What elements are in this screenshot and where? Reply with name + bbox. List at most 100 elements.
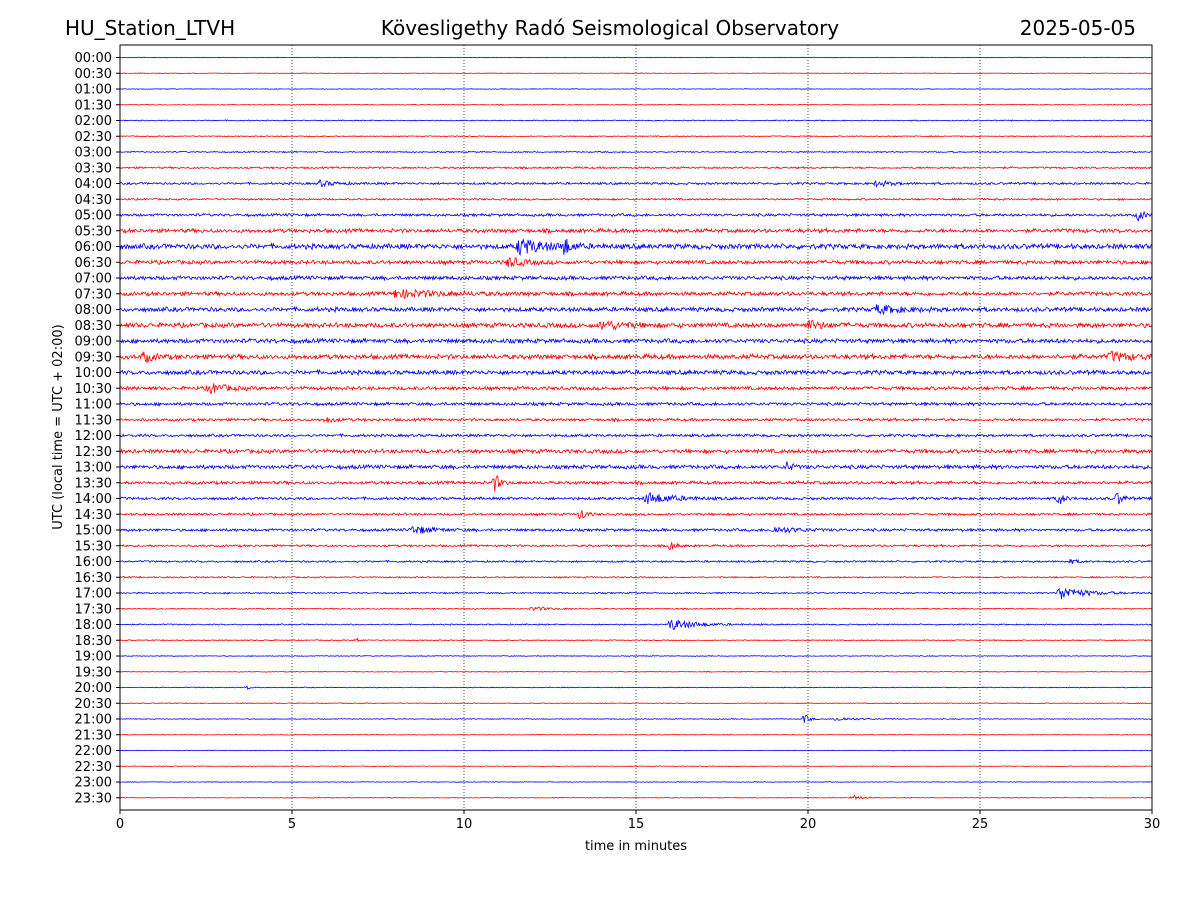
trace-1330 [119, 475, 1153, 492]
y-tick-label: 05:30 [75, 224, 112, 239]
y-tick-label: 01:00 [75, 83, 112, 98]
trace-1630 [119, 575, 1153, 579]
trace-0000 [119, 56, 1153, 59]
x-tick-label: 25 [972, 817, 989, 832]
y-tick-label: 04:30 [75, 193, 112, 208]
y-tick-label: 17:30 [75, 602, 112, 617]
x-axis-label: time in minutes [585, 839, 687, 854]
trace-2000 [119, 685, 1153, 691]
trace-1030 [119, 383, 1153, 394]
y-tick-label: 02:30 [75, 130, 112, 145]
y-tick-label: 09:30 [75, 350, 112, 365]
y-tick-label: 08:30 [75, 319, 112, 334]
y-axis-label: UTC (local time = UTC + 02:00) [51, 324, 66, 529]
trace-1230 [119, 447, 1153, 455]
trace-1530 [119, 542, 1153, 551]
trace-2330 [119, 794, 1153, 800]
y-tick-label: 07:00 [75, 272, 112, 287]
y-tick-label: 03:30 [75, 161, 112, 176]
trace-2100 [119, 714, 1153, 723]
trace-0230 [119, 135, 1153, 138]
y-tick-label: 22:30 [75, 760, 112, 775]
y-tick-label: 10:00 [75, 366, 112, 381]
trace-1830 [119, 637, 1153, 643]
trace-2030 [119, 702, 1153, 705]
station-name: HU_Station_LTVH [65, 16, 236, 40]
trace-1500 [119, 526, 1153, 534]
x-tick-label: 0 [116, 817, 124, 832]
trace-0100 [119, 88, 1153, 90]
y-tick-label: 23:30 [75, 791, 112, 806]
trace-0330 [119, 165, 1153, 170]
y-tick-label: 09:00 [75, 335, 112, 350]
trace-2200 [119, 749, 1153, 752]
y-tick-label: 04:00 [75, 177, 112, 192]
y-tick-label: 18:30 [75, 634, 112, 649]
x-tick-label: 15 [628, 817, 645, 832]
x-tick-label: 30 [1144, 817, 1161, 832]
y-tick-labels: 00:0000:3001:0001:3002:0002:3003:0003:30… [75, 51, 120, 806]
trace-0730 [119, 288, 1153, 299]
y-tick-label: 19:00 [75, 650, 112, 665]
trace-1930 [119, 670, 1153, 673]
trace-0630 [119, 256, 1153, 268]
y-tick-label: 18:00 [75, 618, 112, 633]
vertical-grid [291, 45, 981, 810]
y-tick-label: 11:00 [75, 398, 112, 413]
y-tick-label: 17:00 [75, 587, 112, 602]
y-tick-label: 03:00 [75, 146, 112, 161]
y-tick-label: 20:00 [75, 681, 112, 696]
y-tick-label: 14:00 [75, 492, 112, 507]
trace-2230 [119, 765, 1153, 768]
trace-0400 [119, 178, 1153, 189]
trace-1000 [119, 368, 1153, 377]
y-tick-label: 23:00 [75, 776, 112, 791]
y-tick-label: 21:00 [75, 713, 112, 728]
x-tick-label: 10 [456, 817, 473, 832]
trace-1430 [119, 510, 1153, 520]
y-tick-label: 22:00 [75, 744, 112, 759]
y-tick-label: 11:30 [75, 413, 112, 428]
trace-0800 [119, 304, 1153, 315]
trace-1400 [119, 492, 1153, 505]
y-tick-label: 16:00 [75, 555, 112, 570]
y-tick-label: 08:00 [75, 303, 112, 318]
y-tick-label: 02:00 [75, 114, 112, 129]
trace-1730 [119, 606, 1153, 612]
trace-2300 [119, 781, 1153, 783]
y-tick-label: 13:30 [75, 476, 112, 491]
trace-1130 [119, 417, 1153, 423]
x-tick-label: 5 [288, 817, 296, 832]
trace-0830 [119, 319, 1153, 331]
trace-1600 [119, 558, 1153, 564]
trace-1100 [119, 401, 1153, 408]
trace-1700 [119, 587, 1153, 600]
trace-0900 [119, 337, 1153, 345]
y-tick-label: 00:00 [75, 51, 112, 66]
y-tick-label: 12:00 [75, 429, 112, 444]
trace-0530 [119, 227, 1153, 235]
trace-1900 [119, 655, 1152, 657]
y-tick-label: 14:30 [75, 508, 112, 523]
trace-0930 [119, 350, 1153, 364]
trace-0600 [119, 238, 1153, 257]
seismogram-traces [119, 56, 1153, 800]
y-tick-label: 15:00 [75, 524, 112, 539]
trace-1800 [119, 619, 1153, 631]
y-tick-label: 20:30 [75, 697, 112, 712]
y-tick-label: 00:30 [75, 67, 112, 82]
y-tick-label: 19:30 [75, 665, 112, 680]
trace-0700 [119, 274, 1153, 282]
y-tick-label: 15:30 [75, 539, 112, 554]
y-tick-label: 12:30 [75, 445, 112, 460]
trace-2130 [119, 733, 1153, 736]
x-tick-label: 20 [800, 817, 817, 832]
x-tick-labels: 0 5 10 15 20 25 30 [116, 810, 1160, 832]
trace-0200 [119, 119, 1153, 122]
trace-0030 [119, 72, 1153, 75]
y-tick-label: 06:30 [75, 256, 112, 271]
trace-0430 [119, 197, 1153, 202]
y-tick-label: 06:00 [75, 240, 112, 255]
observatory-title: Kövesligethy Radó Seismological Observat… [380, 16, 840, 40]
